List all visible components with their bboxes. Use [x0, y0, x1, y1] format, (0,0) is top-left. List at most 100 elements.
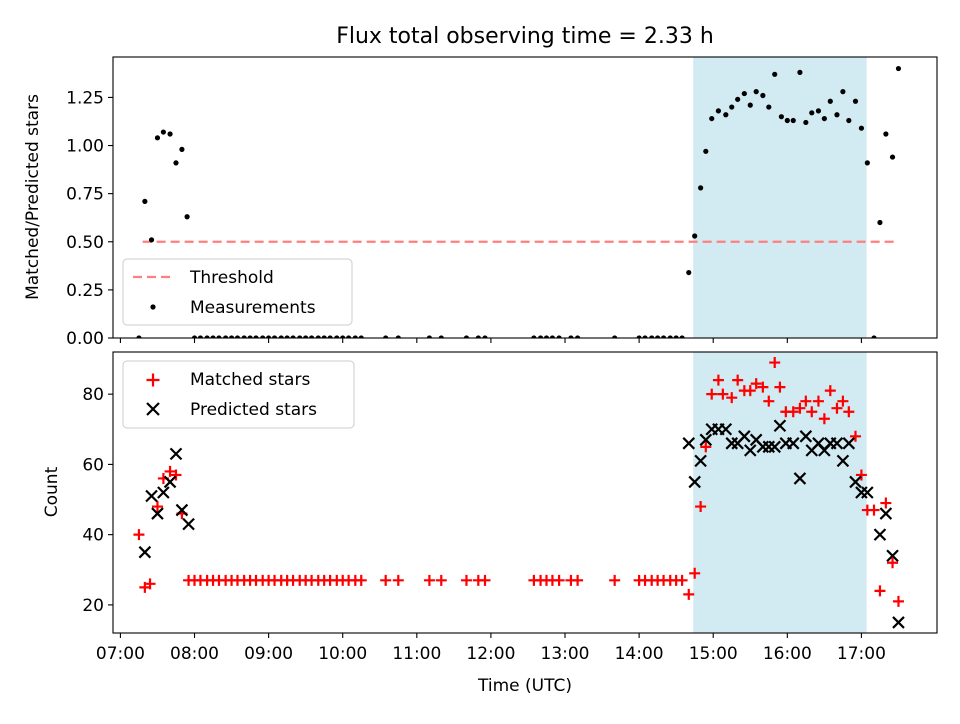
matched-star-point — [689, 567, 701, 579]
measurement-point — [327, 335, 333, 338]
measurements-legend-swatch — [150, 304, 156, 310]
measurement-point — [797, 69, 803, 75]
measurement-point — [703, 148, 709, 154]
matched-star-point — [868, 504, 880, 516]
measurement-point — [864, 160, 870, 166]
measurement-point — [673, 335, 679, 338]
measurement-point — [809, 110, 815, 116]
measurement-point — [889, 154, 896, 160]
predicted-stars-legend-label: Predicted stars — [190, 400, 317, 420]
measurement-point — [760, 92, 766, 99]
predicted-star-point — [892, 616, 905, 629]
matched-star-point — [794, 402, 806, 414]
measurement-point — [173, 160, 179, 166]
measurement-point — [753, 89, 759, 95]
measurement-point — [649, 335, 655, 338]
measurement-point — [148, 237, 155, 243]
measurement-point — [612, 335, 618, 338]
matched-star-point — [843, 406, 855, 418]
measurement-point — [858, 125, 865, 131]
measurement-point — [747, 102, 753, 108]
predicted-star-point — [830, 437, 844, 450]
predicted-star-point — [151, 507, 164, 520]
bottom-plot-area: 20 40 60 80 07:00 08:00 09:00 10:00 11:00 12:00 13… — [82, 351, 938, 664]
measurement-point — [692, 233, 698, 239]
predicted-star-point — [886, 549, 899, 563]
matched-star-point — [757, 381, 769, 393]
measurement-point — [395, 335, 401, 338]
measurement-point — [266, 335, 272, 338]
measurement-point — [549, 335, 556, 338]
predicted-star-point — [688, 475, 701, 489]
measurement-point — [210, 335, 216, 338]
top-series-0 — [136, 65, 902, 338]
measurement-point — [303, 335, 309, 338]
matched-star-point — [800, 395, 812, 407]
matched-star-point — [676, 574, 688, 586]
matched-star-point — [855, 469, 867, 481]
bottom-marks-layer — [133, 357, 905, 629]
measurement-point — [895, 65, 902, 72]
top-plot-area: 0.00 0.25 0.50 0.75 1.00 1.25 — [66, 56, 938, 349]
measurement-point — [679, 335, 685, 338]
predicted-star-point — [793, 472, 807, 485]
predicted-star-point — [182, 517, 195, 531]
measurement-point — [179, 146, 185, 152]
matched-star-point — [683, 588, 695, 600]
chart-title: Flux total observing time = 2.33 h — [336, 24, 714, 49]
matched-star-point — [380, 574, 392, 586]
measurement-point — [815, 108, 822, 114]
x-tick-label: 14:00 — [615, 644, 664, 664]
measurement-point — [772, 71, 778, 77]
matched-star-point — [170, 469, 182, 481]
matched-stars-legend-swatch — [146, 373, 160, 387]
top-y-tick-label: 0.25 — [66, 281, 104, 301]
measurement-point — [358, 335, 364, 338]
measurement-point — [241, 335, 247, 338]
predicted-star-point — [145, 489, 158, 503]
top-y-tick-label: 0.75 — [66, 185, 104, 205]
matched-star-point — [435, 574, 447, 586]
measurement-point — [334, 335, 340, 338]
x-axis-label: Time (UTC) — [477, 676, 572, 696]
matched-star-point — [831, 402, 843, 414]
predicted-star-point — [175, 503, 189, 517]
predicted-star-point — [719, 422, 733, 436]
top-y-tick-label: 0.00 — [66, 329, 104, 349]
matched-star-point — [892, 595, 904, 607]
matched-star-point — [144, 578, 156, 590]
matched-star-point — [787, 406, 799, 418]
x-tick-label: 09:00 — [244, 644, 293, 664]
measurement-point — [228, 335, 235, 338]
measurement-point — [315, 335, 321, 338]
matched-star-point — [824, 385, 836, 397]
measurement-point — [482, 335, 488, 338]
top-axes-frame — [112, 56, 938, 339]
predicted-star-point — [873, 528, 887, 541]
predicted-star-point — [699, 433, 713, 447]
measurement-point — [827, 98, 833, 104]
matched-star-point — [744, 385, 756, 397]
measurement-point — [278, 335, 284, 338]
matched-star-point — [806, 406, 818, 418]
matched-star-point — [164, 465, 176, 477]
measurement-point — [729, 104, 735, 110]
top-y-tick-label: 1.00 — [66, 137, 104, 157]
measurement-point — [556, 335, 562, 338]
bottom-y-axis-label: Count — [42, 466, 62, 517]
predicted-star-point — [786, 437, 800, 450]
matched-star-point — [849, 430, 861, 442]
matched-star-point — [837, 395, 849, 407]
measurement-point — [655, 335, 661, 338]
measurement-point — [667, 335, 673, 338]
measurement-point — [197, 335, 204, 338]
x-tick-label: 11:00 — [392, 644, 441, 664]
x-tick-label: 12:00 — [466, 644, 515, 664]
predicted-star-point — [743, 444, 757, 457]
matched-star-point — [726, 392, 738, 404]
measurement-point — [154, 135, 161, 141]
predicted-stars-legend-swatch — [146, 402, 160, 416]
predicted-star-point — [879, 507, 893, 520]
